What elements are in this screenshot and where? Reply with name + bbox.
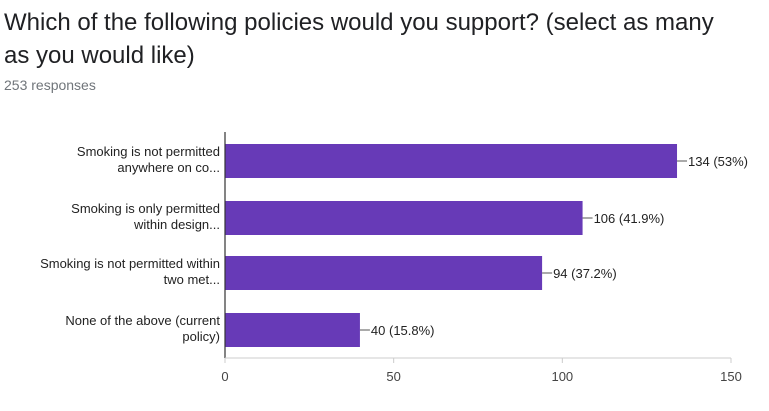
bar-3 bbox=[225, 313, 360, 347]
category-labels-group: Smoking is not permitted anywhere on co..… bbox=[40, 144, 220, 344]
bar-0 bbox=[225, 144, 678, 178]
data-label-2: 94 (37.2%) bbox=[553, 266, 617, 281]
x-ticks-group: 0 50 100 150 bbox=[221, 358, 742, 384]
data-label-1: 106 (41.9%) bbox=[594, 211, 665, 226]
question-title: Which of the following policies would yo… bbox=[4, 9, 714, 69]
category-label-1: Smoking is only permitted within design..… bbox=[71, 201, 220, 232]
x-tick-label-3: 150 bbox=[720, 369, 742, 384]
response-count: 253 responses bbox=[4, 77, 96, 93]
data-label-0: 134 (53%) bbox=[688, 154, 748, 169]
bars-group bbox=[225, 144, 678, 347]
bar-2 bbox=[225, 256, 543, 290]
x-tick-label-1: 50 bbox=[386, 369, 400, 384]
x-tick-label-0: 0 bbox=[221, 369, 228, 384]
category-label-3: None of the above (current policy) bbox=[65, 313, 220, 344]
category-label-2: Smoking is not permitted within two met..… bbox=[40, 256, 220, 287]
category-label-0: Smoking is not permitted anywhere on co..… bbox=[77, 144, 220, 175]
x-tick-label-2: 100 bbox=[551, 369, 573, 384]
data-labels-group: 134 (53%) 106 (41.9%) 94 (37.2%) 40 (15.8%) bbox=[359, 154, 748, 338]
data-label-3: 40 (15.8%) bbox=[371, 323, 435, 338]
bar-1 bbox=[225, 201, 583, 235]
